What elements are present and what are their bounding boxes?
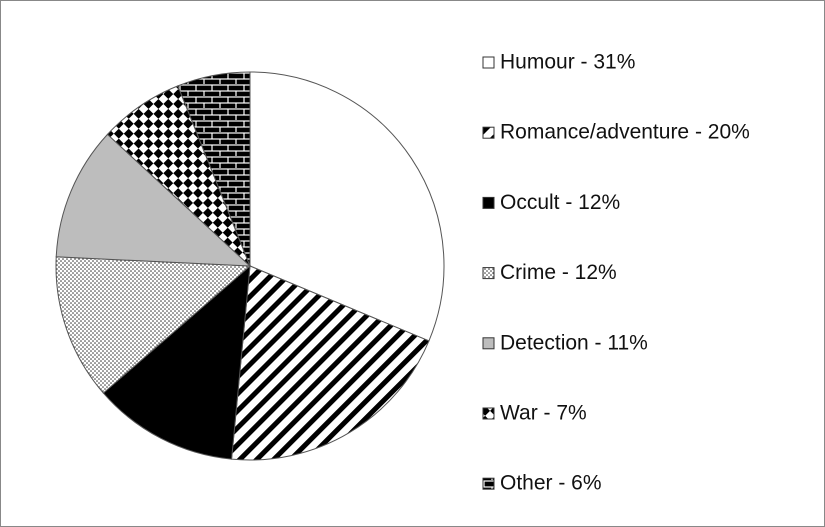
legend-label: War - 7% (500, 402, 587, 425)
legend-swatch (482, 407, 495, 420)
legend-label: Romance/adventure - 20% (500, 121, 750, 144)
legend-swatch (482, 56, 495, 69)
legend-swatch (482, 267, 495, 280)
legend-swatch (482, 337, 495, 350)
pie-slice (102, 264, 251, 460)
legend-swatch (482, 126, 495, 139)
pie-slice (249, 71, 445, 342)
legend-label: Detection - 11% (500, 331, 648, 354)
pie-slice (55, 133, 252, 267)
legend-swatch (482, 477, 495, 490)
legend-label: Occult - 12% (500, 191, 620, 214)
legend-swatch (482, 196, 495, 209)
pie-slice (55, 256, 252, 394)
pie-slice (177, 71, 251, 267)
pie-slice (231, 265, 430, 461)
legend-label: Other - 6% (500, 472, 602, 495)
legend-label: Crime - 12% (500, 261, 617, 284)
legend-label: Humour - 31% (500, 51, 635, 74)
